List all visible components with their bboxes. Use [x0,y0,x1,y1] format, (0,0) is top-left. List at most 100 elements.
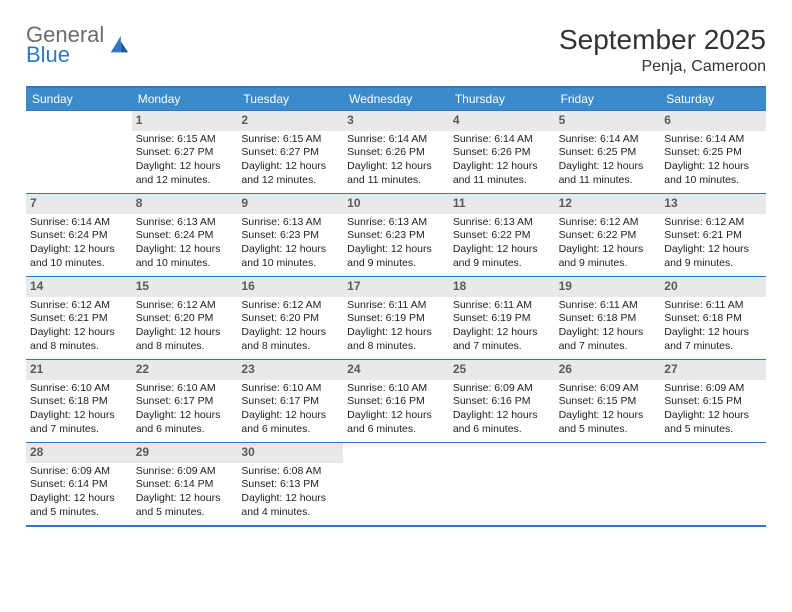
sunset-line: Sunset: 6:22 PM [453,229,551,243]
day-cell: 17Sunrise: 6:11 AMSunset: 6:19 PMDayligh… [343,276,449,359]
daylight-line: Daylight: 12 hours and 10 minutes. [241,243,339,270]
day-cell: 18Sunrise: 6:11 AMSunset: 6:19 PMDayligh… [449,276,555,359]
day-number: 27 [660,360,766,380]
day-number: 24 [343,360,449,380]
daylight-line: Daylight: 12 hours and 7 minutes. [453,326,551,353]
day-header: Thursday [449,88,555,110]
day-number: 21 [26,360,132,380]
sunrise-line: Sunrise: 6:14 AM [559,133,657,147]
daylight-line: Daylight: 12 hours and 9 minutes. [559,243,657,270]
day-cell: 14Sunrise: 6:12 AMSunset: 6:21 PMDayligh… [26,276,132,359]
daylight-line: Daylight: 12 hours and 10 minutes. [136,243,234,270]
daylight-line: Daylight: 12 hours and 5 minutes. [136,492,234,519]
day-cell: 8Sunrise: 6:13 AMSunset: 6:24 PMDaylight… [132,193,238,276]
sunrise-line: Sunrise: 6:09 AM [664,382,762,396]
daylight-line: Daylight: 12 hours and 12 minutes. [241,160,339,187]
day-cell: 16Sunrise: 6:12 AMSunset: 6:20 PMDayligh… [237,276,343,359]
sunset-line: Sunset: 6:23 PM [241,229,339,243]
day-cell: 4Sunrise: 6:14 AMSunset: 6:26 PMDaylight… [449,110,555,193]
sunrise-line: Sunrise: 6:12 AM [30,299,128,313]
sunset-line: Sunset: 6:20 PM [241,312,339,326]
empty-cell [449,442,555,525]
day-cell: 25Sunrise: 6:09 AMSunset: 6:16 PMDayligh… [449,359,555,442]
daylight-line: Daylight: 12 hours and 9 minutes. [347,243,445,270]
daylight-line: Daylight: 12 hours and 9 minutes. [664,243,762,270]
day-cell: 21Sunrise: 6:10 AMSunset: 6:18 PMDayligh… [26,359,132,442]
day-number: 26 [555,360,661,380]
day-cell: 28Sunrise: 6:09 AMSunset: 6:14 PMDayligh… [26,442,132,525]
sunrise-line: Sunrise: 6:11 AM [453,299,551,313]
sunset-line: Sunset: 6:25 PM [559,146,657,160]
day-number: 29 [132,443,238,463]
daylight-line: Daylight: 12 hours and 11 minutes. [347,160,445,187]
sunrise-line: Sunrise: 6:12 AM [241,299,339,313]
daylight-line: Daylight: 12 hours and 11 minutes. [453,160,551,187]
sunrise-line: Sunrise: 6:13 AM [453,216,551,230]
sunrise-line: Sunrise: 6:15 AM [241,133,339,147]
location: Penja, Cameroon [559,58,766,76]
sunrise-line: Sunrise: 6:08 AM [241,465,339,479]
day-number: 15 [132,277,238,297]
logo-sail-icon [108,34,130,56]
sunset-line: Sunset: 6:18 PM [30,395,128,409]
title-block: September 2025 Penja, Cameroon [559,24,766,76]
daylight-line: Daylight: 12 hours and 11 minutes. [559,160,657,187]
sunset-line: Sunset: 6:16 PM [347,395,445,409]
sunrise-line: Sunrise: 6:12 AM [136,299,234,313]
day-cell: 6 Sunrise: 6:14 AMSunset: 6:25 PMDaylight… [660,110,766,193]
sunrise-line: Sunrise: 6:14 AM [664,133,762,147]
day-number: 9 [237,194,343,214]
sunset-line: Sunset: 6:15 PM [559,395,657,409]
sunset-line: Sunset: 6:26 PM [347,146,445,160]
sunrise-line: Sunrise: 6:13 AM [347,216,445,230]
daylight-line: Daylight: 12 hours and 6 minutes. [453,409,551,436]
logo-line2: Blue [26,44,104,66]
day-number: 25 [449,360,555,380]
day-cell: 23Sunrise: 6:10 AMSunset: 6:17 PMDayligh… [237,359,343,442]
calendar-grid: SundayMondayTuesdayWednesdayThursdayFrid… [26,86,766,527]
logo: General Blue [26,24,130,66]
empty-cell [555,442,661,525]
daylight-line: Daylight: 12 hours and 7 minutes. [664,326,762,353]
day-number: 30 [237,443,343,463]
day-number: 6 [660,111,766,131]
sunset-line: Sunset: 6:25 PM [664,146,762,160]
daylight-line: Daylight: 12 hours and 10 minutes. [30,243,128,270]
day-header: Monday [132,88,238,110]
daylight-line: Daylight: 12 hours and 5 minutes. [664,409,762,436]
day-cell: 26Sunrise: 6:09 AMSunset: 6:15 PMDayligh… [555,359,661,442]
day-number: 23 [237,360,343,380]
daylight-line: Daylight: 12 hours and 5 minutes. [559,409,657,436]
day-cell: 15Sunrise: 6:12 AMSunset: 6:20 PMDayligh… [132,276,238,359]
daylight-line: Daylight: 12 hours and 7 minutes. [559,326,657,353]
day-header: Friday [555,88,661,110]
sunrise-line: Sunrise: 6:11 AM [347,299,445,313]
day-cell: 3Sunrise: 6:14 AMSunset: 6:26 PMDaylight… [343,110,449,193]
day-number: 12 [555,194,661,214]
sunset-line: Sunset: 6:14 PM [136,478,234,492]
sunset-line: Sunset: 6:18 PM [664,312,762,326]
day-cell: 1Sunrise: 6:15 AMSunset: 6:27 PMDaylight… [132,110,238,193]
sunrise-line: Sunrise: 6:09 AM [30,465,128,479]
sunset-line: Sunset: 6:26 PM [453,146,551,160]
day-cell: 27Sunrise: 6:09 AMSunset: 6:15 PMDayligh… [660,359,766,442]
month-title: September 2025 [559,24,766,56]
day-number: 14 [26,277,132,297]
day-number: 5 [555,111,661,131]
sunset-line: Sunset: 6:21 PM [664,229,762,243]
sunrise-line: Sunrise: 6:09 AM [453,382,551,396]
sunrise-line: Sunrise: 6:10 AM [241,382,339,396]
day-cell: 12Sunrise: 6:12 AMSunset: 6:22 PMDayligh… [555,193,661,276]
empty-cell [660,442,766,525]
day-cell: 22Sunrise: 6:10 AMSunset: 6:17 PMDayligh… [132,359,238,442]
sunset-line: Sunset: 6:19 PM [347,312,445,326]
day-header: Wednesday [343,88,449,110]
sunrise-line: Sunrise: 6:13 AM [136,216,234,230]
sunset-line: Sunset: 6:17 PM [136,395,234,409]
sunset-line: Sunset: 6:19 PM [453,312,551,326]
sunrise-line: Sunrise: 6:13 AM [241,216,339,230]
sunrise-line: Sunrise: 6:15 AM [136,133,234,147]
day-number: 22 [132,360,238,380]
sunrise-line: Sunrise: 6:14 AM [453,133,551,147]
daylight-line: Daylight: 12 hours and 10 minutes. [664,160,762,187]
